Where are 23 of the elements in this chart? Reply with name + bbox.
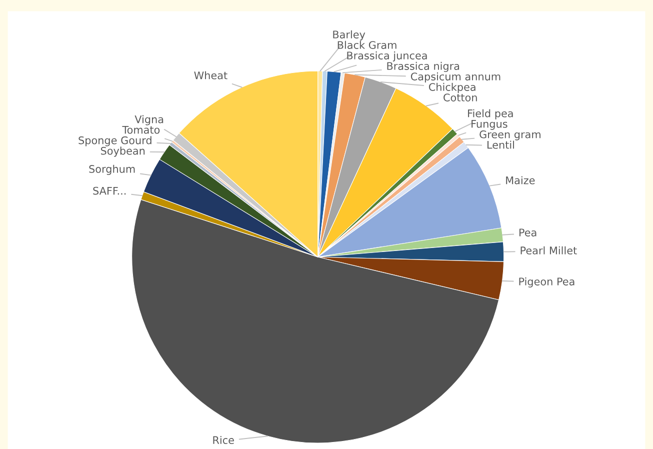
- slice-label: Pearl Millet: [520, 246, 577, 254]
- slice-label: Wheat: [194, 71, 228, 80]
- slice-label: Black Gram: [338, 40, 396, 49]
- slice-label: Barley: [333, 30, 366, 40]
- slice-label: Lentil: [487, 140, 514, 149]
- slice-label: Green gram: [480, 130, 540, 140]
- slice-label: Field pea: [468, 109, 513, 120]
- slice-label: SAFF...: [93, 186, 126, 195]
- slice-label: Rice: [213, 436, 234, 444]
- slice-label: Cotton: [444, 94, 477, 102]
- slice-label: Pigeon Pea: [519, 277, 574, 288]
- slice-label: Capsicum annum: [410, 72, 500, 82]
- slice-label: Brassica nigra: [387, 62, 460, 72]
- slice-label: Tomato: [122, 126, 160, 134]
- slice-label: Soybean: [100, 146, 145, 157]
- slice-label: Sponge Gourd: [78, 136, 152, 146]
- slice-label: Sorghum: [89, 164, 135, 175]
- slice-label: Chickpea: [428, 82, 476, 93]
- slice-label: Maize: [506, 176, 535, 184]
- slice-label: Pea: [519, 228, 536, 236]
- slice-label: Brassica juncea: [347, 51, 427, 62]
- slice-label: Vigna: [134, 115, 164, 126]
- slice-label: Fungus: [472, 120, 508, 130]
